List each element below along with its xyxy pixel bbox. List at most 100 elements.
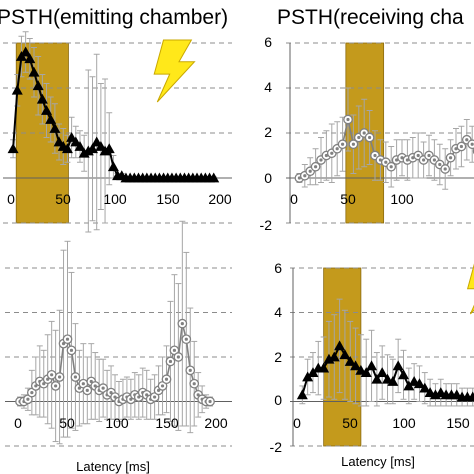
data-point-center: [180, 322, 184, 326]
y-tick-label: 6: [274, 260, 282, 276]
x-tick-label: 100: [390, 191, 414, 207]
data-point: [467, 391, 474, 402]
data-point-center: [443, 167, 447, 171]
data-point-center: [341, 142, 345, 146]
data-point: [371, 373, 383, 384]
x-axis-label: Latency [ms]: [341, 454, 415, 469]
data-point: [403, 380, 415, 391]
data-point: [45, 114, 57, 124]
data-point-center: [57, 375, 62, 379]
data-point: [20, 46, 32, 57]
data-point-center: [54, 384, 58, 388]
data-point: [360, 367, 372, 377]
data-point-center: [26, 397, 30, 401]
y-tick-label: 4: [264, 79, 272, 95]
data-point: [32, 80, 44, 91]
data-point: [24, 53, 36, 64]
data-point-center: [153, 395, 157, 399]
x-tick-label: 200: [204, 415, 228, 431]
data-point: [302, 371, 314, 382]
data-point-center: [101, 386, 105, 390]
data-point: [387, 375, 399, 386]
chart-title: PSTH(receiving cha: [277, 6, 464, 29]
panel-emitting-bottom: 0 50 100 150 200 Latency [ms]: [5, 220, 232, 474]
x-tick-label: 50: [340, 191, 356, 207]
data-point-center: [85, 388, 89, 392]
data-point: [350, 360, 362, 371]
panel-emitting-top: PSTH(emitting chamber) 0 50 100 150 200: [0, 6, 232, 233]
data-point-center: [314, 165, 318, 169]
x-tick-label: 50: [59, 415, 75, 431]
data-point-center: [81, 382, 85, 386]
panel-receiving-bottom: -2 0 2 4 6 0 50 100 150 Latency [ms]: [270, 260, 474, 469]
data-point-center: [30, 391, 34, 395]
data-point-center: [422, 158, 426, 162]
x-tick-label: 0: [14, 415, 22, 431]
x-axis-label: Latency [ms]: [76, 459, 150, 474]
data-point-center: [172, 348, 177, 352]
lightning-bolt-icon: [466, 263, 474, 315]
x-tick-label: 0: [7, 191, 15, 207]
data-point-center: [357, 135, 361, 140]
data-point: [376, 367, 388, 377]
data-point-center: [208, 399, 212, 404]
data-point: [28, 66, 40, 77]
data-point-center: [65, 337, 70, 341]
data-point-center: [368, 135, 372, 140]
data-point-center: [416, 153, 420, 158]
data-point: [318, 362, 330, 373]
data-point-center: [164, 377, 169, 381]
y-tick-label: -2: [270, 439, 283, 455]
data-point: [392, 360, 404, 371]
data-point: [307, 367, 319, 377]
data-point-center: [465, 138, 469, 142]
data-point-center: [184, 337, 188, 341]
panel-receiving-top: PSTH(receiving cha -2 0 2 4 6 0 50 100: [260, 6, 474, 233]
y-tick-label: 0: [264, 170, 272, 186]
data-point-center: [303, 174, 307, 178]
data-point: [419, 382, 431, 393]
data-point-center: [176, 355, 180, 359]
data-point: [366, 360, 378, 371]
data-point-center: [362, 131, 366, 135]
data-point: [334, 340, 346, 351]
data-point-center: [449, 156, 453, 160]
data-point: [11, 84, 23, 95]
y-tick-label: 2: [264, 124, 272, 140]
x-tick-label: 150: [155, 415, 179, 431]
data-point: [208, 172, 220, 183]
data-point: [61, 143, 73, 154]
data-point: [328, 351, 340, 362]
y-tick-label: 0: [274, 392, 282, 408]
y-tick-label: 6: [264, 34, 272, 50]
data-point-center: [459, 144, 463, 149]
x-tick-label: 150: [446, 415, 470, 431]
data-point: [7, 143, 19, 154]
data-point-center: [438, 162, 442, 167]
x-tick-label: 100: [105, 415, 129, 431]
x-tick-label: 100: [103, 191, 127, 207]
data-point: [36, 93, 48, 104]
data-point-center: [50, 373, 54, 377]
x-tick-label: 150: [156, 191, 180, 207]
data-point: [398, 369, 409, 380]
chart-title: PSTH(emitting chamber): [0, 6, 228, 29]
data-point-center: [335, 147, 339, 151]
x-tick-label: 0: [290, 191, 298, 207]
data-point-center: [168, 359, 173, 364]
data-point: [49, 123, 61, 133]
data-point-center: [470, 142, 474, 146]
data-point-center: [373, 153, 377, 158]
data-point-center: [389, 165, 393, 169]
x-tick-label: 100: [392, 415, 416, 431]
data-point-center: [319, 158, 323, 162]
data-point: [413, 378, 425, 389]
series-line: [301, 343, 474, 399]
data-point-center: [351, 142, 355, 146]
data-point-center: [192, 382, 196, 386]
data-point: [344, 355, 356, 366]
data-point: [74, 141, 86, 151]
x-tick-label: 0: [293, 415, 301, 431]
data-point-center: [308, 169, 312, 173]
